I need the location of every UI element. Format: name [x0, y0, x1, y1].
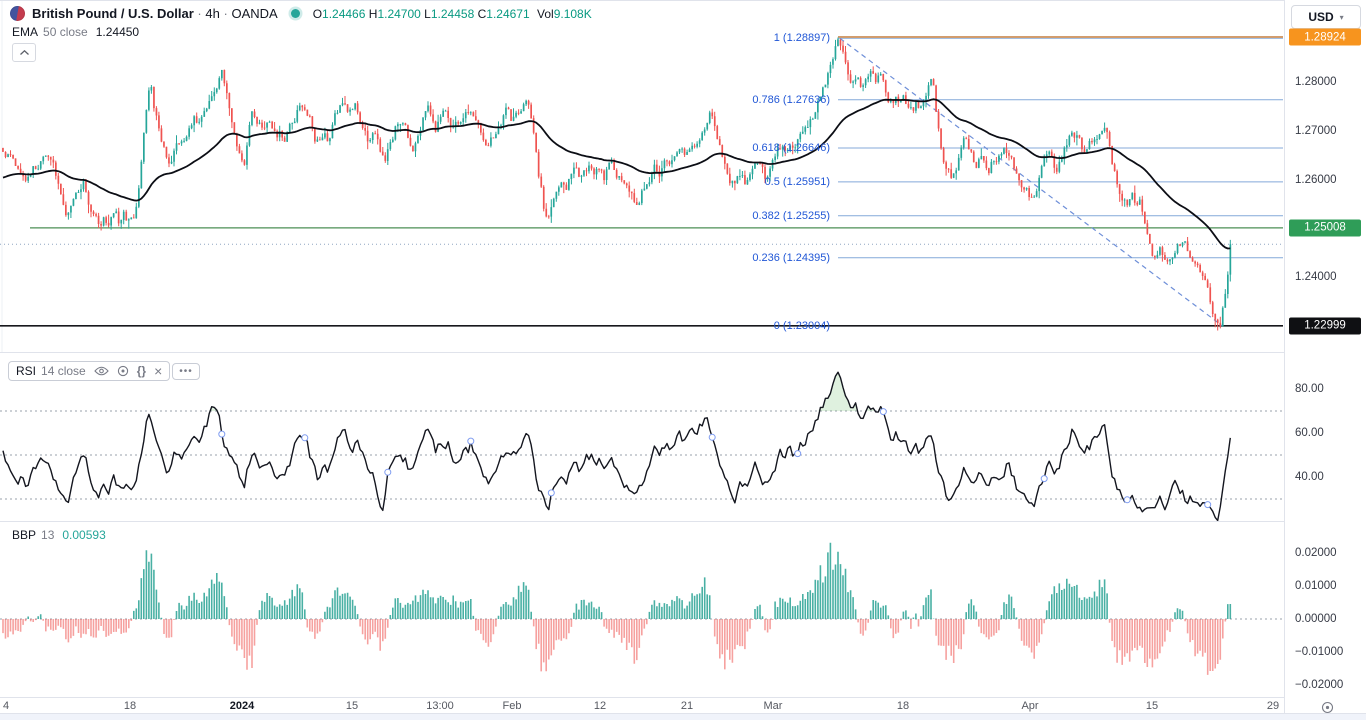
settings-gear-icon[interactable]: [117, 365, 129, 377]
rsi-legend[interactable]: RSI 14 close {} × •••: [8, 361, 200, 381]
rsi-line: [2, 371, 1231, 522]
separator-dot: ·: [197, 6, 202, 21]
fib-level-label: 1 (1.28897): [773, 32, 830, 45]
axis-tick: 80.00: [1295, 383, 1324, 395]
axis-tick: −0.02000: [1295, 679, 1344, 691]
time-tick: 2024: [229, 700, 255, 712]
time-scale[interactable]: 4 18 2024 15 13:00 Feb 12 21 Mar 18 Apr 15 29: [0, 698, 1284, 713]
pane-divider-price-rsi[interactable]: [0, 352, 1366, 353]
interval-label[interactable]: 4h: [205, 6, 220, 21]
ema-legend[interactable]: EMA 50 close 1.24450: [12, 25, 139, 39]
separator-dot: ·: [223, 6, 228, 21]
fib-level-label: 0.786 (1.27636): [752, 93, 830, 106]
price-label: 1.28924: [1289, 28, 1361, 46]
ohlc-values: O1.24466 H1.24700 L1.24458 C1.24671 Vol9…: [312, 6, 592, 21]
chevron-up-icon: [19, 50, 29, 55]
axis-tick: 0.00000: [1295, 613, 1337, 625]
time-tick: 18: [123, 700, 137, 712]
descending-trendline: [839, 37, 1223, 327]
fib-level-label: 0.236 (1.24395): [752, 251, 830, 264]
instrument-flag-icon: [10, 6, 25, 21]
symbol-legend[interactable]: British Pound / U.S. Dollar · 4h · OANDA…: [10, 6, 592, 21]
rsi-name: RSI: [16, 364, 37, 378]
time-tick: 12: [593, 700, 607, 712]
fib-level-label: 0.382 (1.25255): [752, 209, 830, 222]
axis-tick: 1.24000: [1295, 271, 1337, 283]
time-tick: Feb: [502, 700, 522, 712]
time-tick: 4: [2, 700, 10, 712]
ema-line: [2, 98, 1231, 250]
axis-tick: 60.00: [1295, 427, 1324, 439]
time-tick: 13:00: [426, 700, 454, 712]
timezone-settings-gear-icon[interactable]: [1321, 701, 1334, 719]
bbp-name: BBP: [12, 528, 37, 542]
currency-switch-button[interactable]: USD ▾: [1291, 5, 1361, 29]
bbp-positive-bars: [27, 542, 1232, 619]
ema-params: 50 close: [43, 25, 88, 39]
pane-divider-rsi-bbp[interactable]: [0, 521, 1366, 522]
exchange-label: OANDA: [231, 6, 278, 21]
market-status-icon[interactable]: [290, 9, 300, 18]
fib-level-label: 0 (1.23004): [773, 319, 830, 332]
symbol-title[interactable]: British Pound / U.S. Dollar · 4h · OANDA: [32, 6, 278, 21]
fib-level-label: 0.618 (1.26646): [752, 142, 830, 154]
bbp-negative-bars: [2, 619, 1227, 675]
currency-label: USD: [1308, 10, 1334, 24]
source-code-icon[interactable]: {}: [136, 364, 147, 378]
chevron-down-icon: ▾: [1339, 12, 1344, 22]
candles: [2, 37, 1232, 331]
axis-tick: 0.01000: [1295, 580, 1337, 592]
symbol-name: British Pound / U.S. Dollar: [32, 6, 194, 21]
widget-top-border: [0, 0, 1366, 1]
close-value: 1.24671: [486, 6, 530, 21]
open-value: 1.24466: [322, 6, 366, 21]
axis-tick: 1.27000: [1295, 124, 1337, 137]
axis-tick: 0.02000: [1295, 547, 1337, 559]
low-value: 1.24458: [430, 6, 475, 21]
bbp-value: 0.00593: [62, 528, 106, 542]
eye-icon[interactable]: [93, 366, 109, 376]
fib-level-label: 0.5 (1.25951): [764, 175, 830, 188]
rsi-pane: [0, 371, 1283, 522]
axis-tick: 1.28000: [1295, 76, 1337, 88]
time-axis-border: [0, 697, 1366, 698]
high-value: 1.24700: [377, 6, 421, 21]
time-tick: 21: [680, 700, 694, 712]
time-tick: 15: [345, 700, 359, 712]
time-tick: 18: [896, 700, 910, 712]
bbp-pane: [0, 542, 1283, 675]
axis-tick: 40.00: [1295, 471, 1324, 483]
time-tick: Mar: [763, 700, 783, 712]
time-tick: 15: [1145, 700, 1159, 712]
price-pane: [0, 0, 1283, 352]
price-label: 1.25008: [1289, 219, 1361, 237]
remove-indicator-icon[interactable]: ×: [154, 363, 163, 379]
time-tick: 29: [1266, 700, 1280, 712]
collapse-legend-button[interactable]: [12, 43, 36, 62]
more-options-button[interactable]: •••: [172, 362, 200, 380]
rsi-params: 14 close: [41, 364, 86, 378]
price-scale[interactable]: USD ▾ 1.28000 1.27000 1.26000 1.24000 80.00…: [1284, 0, 1366, 714]
axis-tick: 1.26000: [1295, 173, 1337, 186]
bottom-strip: [0, 713, 1366, 720]
ema-name: EMA: [12, 25, 39, 39]
time-tick: Apr: [1021, 700, 1039, 712]
rsi-legend-box[interactable]: RSI 14 close {} ×: [8, 361, 171, 381]
bbp-legend[interactable]: BBP 13 0.00593: [12, 528, 106, 542]
bbp-params: 13: [41, 528, 55, 542]
ema-value: 1.24450: [95, 25, 140, 39]
volume-value: 9.108K: [553, 6, 592, 21]
price-label: 1.22999: [1289, 317, 1361, 335]
axis-tick: −0.01000: [1295, 646, 1344, 658]
